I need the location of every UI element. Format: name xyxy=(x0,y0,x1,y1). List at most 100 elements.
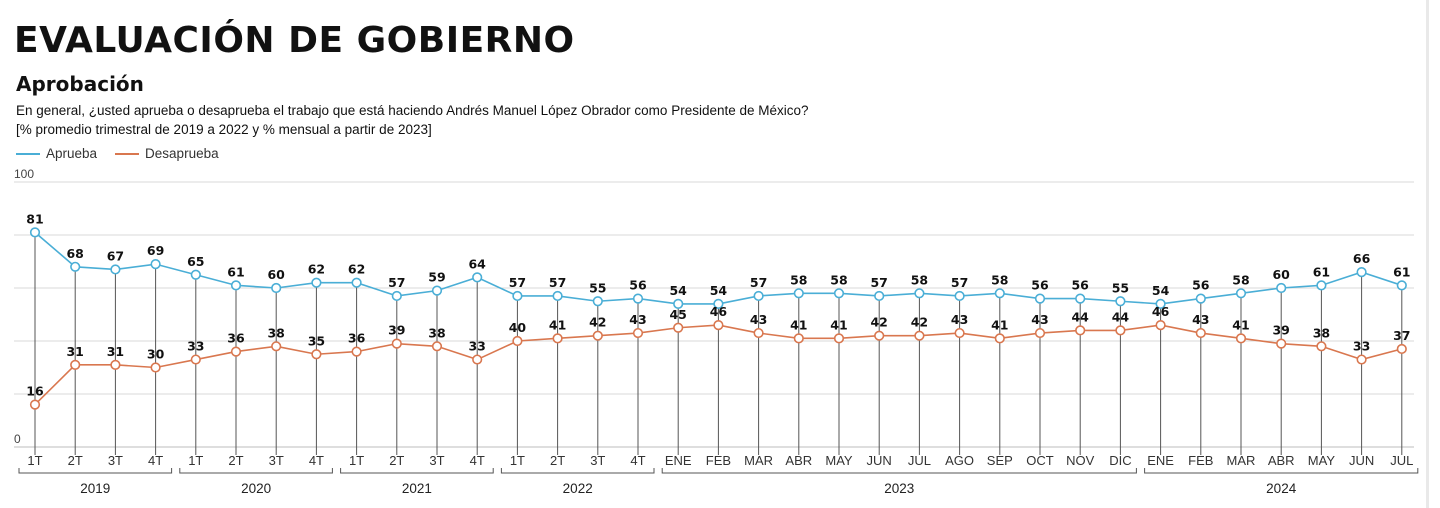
data-label-desaprueba: 46 xyxy=(1152,304,1170,319)
x-tick-label: 1T xyxy=(27,453,42,468)
data-label-aprueba: 68 xyxy=(66,246,83,261)
x-tick-label: AGO xyxy=(945,453,974,468)
x-tick-label: SEP xyxy=(987,453,1013,468)
data-label-desaprueba: 43 xyxy=(1031,312,1048,327)
data-label-aprueba: 57 xyxy=(388,275,405,290)
data-label-desaprueba: 31 xyxy=(107,344,124,359)
data-point-desaprueba xyxy=(150,362,161,373)
data-point-aprueba xyxy=(994,288,1005,299)
data-label-aprueba: 58 xyxy=(790,272,807,287)
x-tick-label: DIC xyxy=(1109,453,1131,468)
data-label-aprueba: 62 xyxy=(348,262,365,277)
data-point-desaprueba xyxy=(1396,343,1407,355)
y-tick-label: 0 xyxy=(14,432,21,446)
x-tick-label: FEB xyxy=(706,453,731,468)
legend-label-aprueba: Aprueba xyxy=(46,146,98,161)
data-point-aprueba xyxy=(1276,282,1287,294)
x-tick-label: 3T xyxy=(269,453,284,468)
legend: Aprueba Desaprueba xyxy=(16,146,237,161)
chart-subtitle: Aprobación xyxy=(16,72,144,96)
data-label-desaprueba: 43 xyxy=(750,312,767,327)
data-point-desaprueba xyxy=(271,341,282,352)
data-label-desaprueba: 43 xyxy=(951,312,968,327)
data-label-desaprueba: 38 xyxy=(428,325,445,340)
data-label-desaprueba: 45 xyxy=(669,307,686,322)
data-label-desaprueba: 41 xyxy=(991,317,1008,332)
data-label-desaprueba: 33 xyxy=(187,339,204,354)
data-label-aprueba: 54 xyxy=(1152,283,1170,298)
data-point-desaprueba xyxy=(351,346,362,357)
x-tick-label: 4T xyxy=(148,453,163,468)
x-tick-label: 2T xyxy=(68,453,83,468)
data-label-aprueba: 56 xyxy=(1031,278,1049,293)
data-point-desaprueba xyxy=(1075,325,1086,336)
data-label-desaprueba: 36 xyxy=(227,331,245,346)
data-point-aprueba xyxy=(150,259,161,270)
data-label-desaprueba: 44 xyxy=(1071,309,1089,324)
x-tick-label: 3T xyxy=(108,453,123,468)
data-point-desaprueba xyxy=(472,354,483,365)
data-point-aprueba xyxy=(1034,293,1046,304)
data-point-aprueba xyxy=(1155,298,1166,310)
survey-question: En general, ¿usted aprueba o desaprueba … xyxy=(16,103,809,118)
year-label: 2024 xyxy=(1266,481,1297,496)
data-point-aprueba xyxy=(673,298,684,310)
data-label-aprueba: 58 xyxy=(911,272,928,287)
data-label-aprueba: 58 xyxy=(830,272,847,287)
data-point-desaprueba xyxy=(914,330,925,341)
data-point-aprueba xyxy=(552,290,563,302)
data-point-desaprueba xyxy=(954,327,965,339)
x-tick-label: 4T xyxy=(470,453,485,468)
x-tick-label: ENE xyxy=(1147,453,1174,468)
legend-swatch-desaprueba xyxy=(115,152,140,155)
data-label-desaprueba: 42 xyxy=(589,315,606,330)
data-label-desaprueba: 41 xyxy=(830,317,847,332)
data-point-aprueba xyxy=(954,290,965,302)
data-label-aprueba: 58 xyxy=(1232,272,1249,287)
data-label-aprueba: 57 xyxy=(549,275,566,290)
data-label-desaprueba: 42 xyxy=(870,315,887,330)
data-point-aprueba xyxy=(351,277,362,288)
year-label: 2021 xyxy=(402,481,432,496)
data-point-desaprueba xyxy=(431,341,443,352)
data-point-aprueba xyxy=(833,288,845,299)
data-point-desaprueba xyxy=(1356,354,1367,365)
data-label-aprueba: 54 xyxy=(669,283,687,298)
data-label-desaprueba: 40 xyxy=(509,320,527,335)
data-label-aprueba: 61 xyxy=(227,264,244,279)
data-label-desaprueba: 41 xyxy=(549,317,566,332)
data-point-aprueba xyxy=(1235,288,1247,299)
x-tick-label: 1T xyxy=(188,453,203,468)
legend-label-desaprueba: Desaprueba xyxy=(145,146,219,161)
data-label-desaprueba: 46 xyxy=(710,304,728,319)
data-label-aprueba: 59 xyxy=(428,270,445,285)
year-label: 2023 xyxy=(884,481,914,496)
data-label-aprueba: 56 xyxy=(629,278,647,293)
data-point-desaprueba xyxy=(673,322,684,333)
data-point-desaprueba xyxy=(592,330,603,341)
data-point-aprueba xyxy=(29,227,41,238)
x-tick-label: MAR xyxy=(1227,453,1256,468)
data-point-aprueba xyxy=(713,298,724,310)
x-tick-label: JUN xyxy=(867,453,892,468)
data-point-aprueba xyxy=(1115,296,1126,307)
data-point-aprueba xyxy=(512,290,523,302)
data-point-aprueba xyxy=(793,288,804,299)
x-tick-label: 2T xyxy=(550,453,565,468)
x-tick-label: NOV xyxy=(1066,453,1095,468)
data-label-aprueba: 69 xyxy=(147,243,164,258)
x-tick-label: 3T xyxy=(590,453,605,468)
data-point-desaprueba xyxy=(1115,325,1126,336)
x-tick-label: ENE xyxy=(665,453,692,468)
data-label-desaprueba: 30 xyxy=(147,347,165,362)
data-point-aprueba xyxy=(431,285,443,296)
data-label-desaprueba: 39 xyxy=(388,323,405,338)
group-bracket xyxy=(179,468,333,474)
data-label-aprueba: 57 xyxy=(509,275,526,290)
legend-item-desaprueba: Desaprueba xyxy=(115,146,219,161)
data-label-desaprueba: 16 xyxy=(26,384,44,399)
x-tick-label: MAR xyxy=(744,453,773,468)
data-label-aprueba: 81 xyxy=(26,211,43,226)
data-label-desaprueba: 38 xyxy=(1313,325,1330,340)
data-point-aprueba xyxy=(874,290,885,302)
